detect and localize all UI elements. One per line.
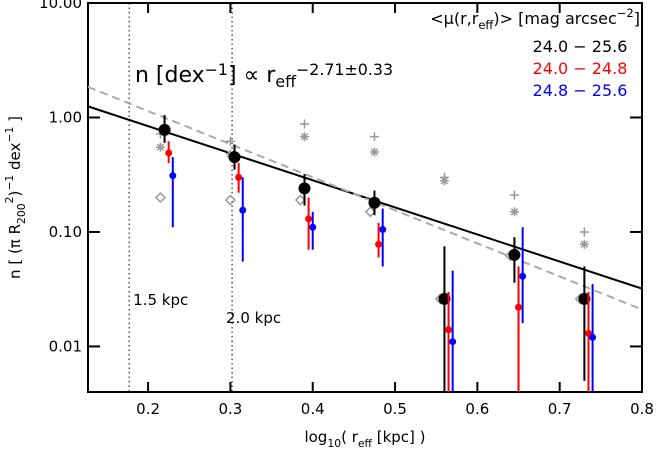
data-point [438, 292, 451, 305]
data-point [235, 173, 243, 181]
reference-point [224, 194, 236, 206]
data-point [298, 182, 311, 195]
data-point [578, 292, 591, 305]
reference-point [155, 142, 165, 152]
data-point [305, 215, 313, 223]
label-part: eff [358, 437, 373, 449]
label-part: −1 [205, 60, 228, 79]
label-part: ] ∝ r [228, 63, 276, 88]
y-tick-label: 10.00 [39, 0, 82, 12]
data-point [589, 333, 597, 341]
reference-point [154, 191, 167, 204]
reference-label: 2.0 kpc [226, 309, 281, 327]
reference-point [364, 206, 376, 218]
data-point [169, 172, 177, 180]
label: log10( reff [kpc] ) [304, 428, 425, 449]
data-point [379, 226, 387, 234]
data-point [309, 223, 317, 231]
label-part: 200 [15, 203, 28, 224]
label: n [dex−1] ∝ reff−2.71±0.33 [135, 60, 393, 91]
reference-point [509, 190, 519, 200]
label-part: 10 [327, 437, 341, 449]
y-tick-label: 1.00 [49, 108, 82, 126]
data-point [158, 123, 171, 136]
reference-point [369, 132, 379, 142]
label-part: eff [275, 72, 297, 91]
data-point [228, 151, 241, 164]
label-part: ( r [341, 428, 359, 446]
x-tick-label: 0.5 [383, 400, 407, 418]
data-point [368, 196, 381, 209]
label-part: −1 [3, 175, 16, 191]
reference-point [579, 227, 589, 237]
x-tick-label: 0.2 [136, 400, 160, 418]
data-point [508, 248, 521, 261]
legend-entry: 24.8 − 25.6 [533, 81, 628, 100]
reference-point [299, 132, 309, 142]
label-part: ] [634, 9, 640, 28]
reference-point [439, 172, 449, 182]
label: <μ(r,reff)> [mag arcsec−2] [430, 6, 640, 32]
label-part: log [304, 428, 327, 446]
label-part: [kpc] ) [372, 428, 426, 446]
label-part: )> [mag arcsec [493, 9, 616, 28]
data-point [445, 326, 453, 334]
fit-line [87, 85, 643, 311]
reference-point [299, 119, 309, 129]
data-point [165, 149, 173, 157]
label-part: −2.71±0.33 [296, 60, 393, 79]
y-tick-label: 0.01 [49, 337, 82, 355]
reference-point [294, 194, 306, 206]
label-part: −2 [617, 6, 634, 20]
x-tick-label: 0.6 [465, 400, 489, 418]
reference-point [579, 239, 589, 249]
reference-point [509, 207, 519, 217]
label-part: dex [6, 142, 24, 174]
data-point [239, 206, 247, 214]
x-tick-label: 0.7 [548, 400, 572, 418]
reference-label: 1.5 kpc [133, 291, 188, 309]
plot-frame [87, 2, 643, 393]
data-point [449, 338, 457, 346]
reference-point [225, 136, 235, 146]
fit-line [87, 105, 643, 290]
label: n [ (π R2002)−1 dex−1 ] [3, 116, 28, 279]
data-point [519, 272, 527, 280]
legend-entry: 24.0 − 24.8 [533, 59, 628, 78]
label-part: n [dex [135, 63, 205, 88]
x-tick-label: 0.4 [301, 400, 325, 418]
data-point [515, 303, 523, 311]
reference-point [369, 147, 379, 157]
label-part: ] [6, 116, 24, 127]
data-point [375, 240, 383, 248]
x-tick-label: 0.8 [630, 400, 654, 418]
label-part: <μ(r,r [430, 9, 478, 28]
label-part: n [ (π R [6, 224, 24, 279]
label-part: −1 [3, 127, 16, 143]
legend-entry: 24.0 − 25.6 [533, 37, 628, 56]
x-tick-label: 0.3 [218, 400, 242, 418]
label-part: ) [6, 191, 24, 197]
y-tick-label: 0.10 [49, 223, 82, 241]
label-part: eff [478, 18, 494, 32]
label-part: 2 [3, 197, 16, 204]
